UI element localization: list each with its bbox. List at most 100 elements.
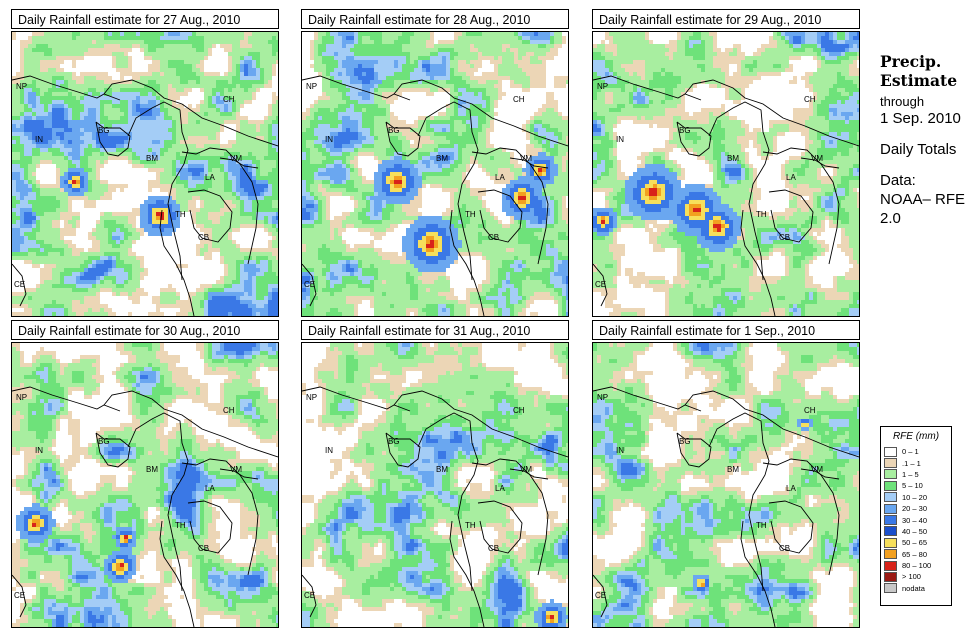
rain-cell [72,272,76,276]
rain-cell [382,52,386,56]
rain-cell [80,288,84,292]
rain-cell [184,132,188,136]
rain-cell [160,228,164,232]
rain-cell [204,216,208,220]
rain-cell [100,160,104,164]
rain-cell [478,92,482,96]
rain-cell [152,72,156,76]
rain-cell [64,152,68,156]
rain-cell [200,112,204,116]
rain-cell [236,200,240,204]
rain-cell [160,120,164,124]
rain-cell [124,156,128,160]
rain-cell [48,96,52,100]
rain-cell [56,52,60,56]
rain-cell [188,144,192,148]
rain-cell [164,48,168,52]
rain-cell [172,80,176,84]
rain-cell [40,212,44,216]
rain-cell [506,36,510,40]
rain-cell [374,32,378,36]
rain-cell [88,196,92,200]
rain-cell [180,116,184,120]
rain-cell [68,136,72,140]
rain-cell [24,92,28,96]
rain-cell [482,96,486,100]
rain-cell [124,232,128,236]
rain-cell [378,76,382,80]
rain-cell [236,168,240,172]
rain-cell [208,96,212,100]
rain-cell [84,140,88,144]
rain-cell [140,88,144,92]
rain-cell [366,72,370,76]
rain-cell [80,276,84,280]
rain-cell [24,248,28,252]
rain-cell [260,280,264,284]
rain-cell [554,84,558,88]
rain-cell [216,76,220,80]
rain-cell [252,184,256,188]
rain-cell [84,116,88,120]
rain-cell [200,296,204,300]
rain-cell [12,100,16,104]
rain-cell [28,192,32,196]
rain-cell [24,44,28,48]
rain-cell [12,76,16,80]
rain-cell [48,88,52,92]
rain-cell [256,32,260,36]
rain-cell [530,48,534,52]
rain-cell [276,224,278,228]
rain-cell [220,284,224,288]
rain-cell [12,200,16,204]
rain-cell [466,48,470,52]
rain-cell [418,88,422,92]
rain-cell [208,196,212,200]
rain-cell [248,96,252,100]
rain-cell [518,48,522,52]
rain-cell [56,144,60,148]
rain-cell [20,192,24,196]
rain-cell [478,88,482,92]
rain-cell [530,72,534,76]
rain-cell [60,160,64,164]
rain-cell [244,120,248,124]
rain-cell [314,64,318,68]
rain-cell [164,176,168,180]
rain-cell [172,56,176,60]
rain-cell [20,72,24,76]
rain-cell [120,284,124,288]
rain-cell [244,72,248,76]
rain-cell [426,52,430,56]
rain-cell [40,96,44,100]
rain-cell [406,68,410,72]
rain-cell [120,252,124,256]
rain-cell [108,32,112,36]
rain-cell [120,104,124,108]
rain-cell [438,64,442,68]
rain-cell [268,200,272,204]
rain-cell [104,36,108,40]
rain-cell [112,48,116,52]
rain-cell [40,40,44,44]
rain-cell [342,92,346,96]
rain-cell [494,36,498,40]
rain-cell [310,56,314,60]
rain-cell [128,256,132,260]
rain-cell [120,272,124,276]
rain-cell [84,100,88,104]
rain-cell [366,80,370,84]
rain-cell [224,220,228,224]
rain-cell [276,196,278,200]
rain-cell [84,300,88,304]
rain-cell [120,72,124,76]
rain-cell [212,164,216,168]
rain-cell [68,180,72,184]
rain-cell [188,156,192,160]
rain-cell [44,196,48,200]
rain-cell [24,104,28,108]
rain-cell [382,60,386,64]
rain-cell [550,44,554,48]
rain-cell [60,72,64,76]
rain-cell [212,132,216,136]
